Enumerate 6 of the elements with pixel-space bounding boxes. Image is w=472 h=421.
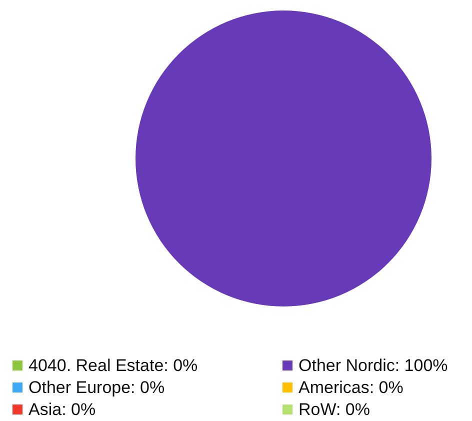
legend-label: 4040. Real Estate: 0% <box>28 356 198 375</box>
legend-label: RoW: 0% <box>298 400 370 419</box>
legend-label: Asia: 0% <box>28 400 96 419</box>
legend-label: Americas: 0% <box>298 378 404 397</box>
legend-label: Other Nordic: 100% <box>298 356 448 375</box>
legend-label: Other Europe: 0% <box>28 378 165 397</box>
